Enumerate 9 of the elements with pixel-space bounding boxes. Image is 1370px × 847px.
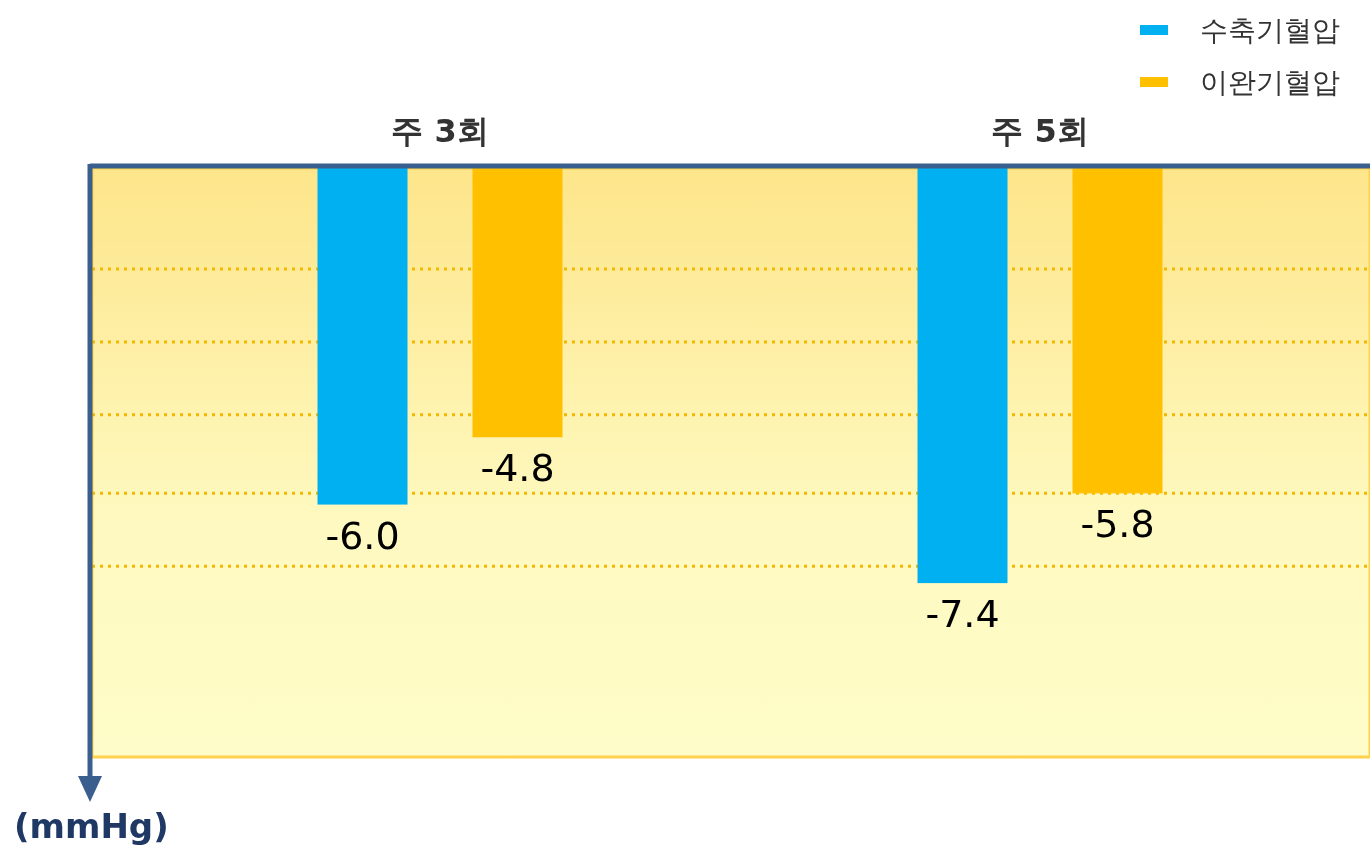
data-label: -4.8 (480, 446, 555, 491)
legend-label: 수축기혈압 (1200, 14, 1340, 47)
data-label: -5.8 (1080, 502, 1155, 547)
data-label: -6.0 (325, 513, 400, 558)
legend-label: 이완기혈압 (1200, 66, 1340, 99)
x-tick-label: 주 3회 (391, 112, 489, 150)
data-label: -7.4 (925, 592, 1000, 637)
x-tick-label: 주 5회 (991, 112, 1089, 150)
y-axis-title: (mmHg) (14, 806, 169, 846)
